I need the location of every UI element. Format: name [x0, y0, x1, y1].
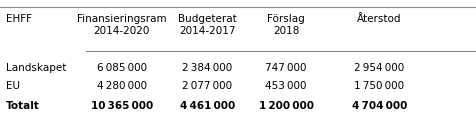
Text: EU: EU	[6, 81, 20, 90]
Text: Budgeterat
2014-2017: Budgeterat 2014-2017	[178, 14, 237, 36]
Text: 4 461 000: 4 461 000	[179, 100, 235, 110]
Text: 2 077 000: 2 077 000	[182, 81, 232, 90]
Text: Totalt: Totalt	[6, 100, 40, 110]
Text: Landskapet: Landskapet	[6, 62, 66, 72]
Text: 10 365 000: 10 365 000	[90, 100, 152, 110]
Text: 1 750 000: 1 750 000	[353, 81, 404, 90]
Text: 6 085 000: 6 085 000	[96, 62, 147, 72]
Text: 4 704 000: 4 704 000	[351, 100, 406, 110]
Text: 2 954 000: 2 954 000	[353, 62, 404, 72]
Text: 4 280 000: 4 280 000	[96, 81, 147, 90]
Text: Återstod: Återstod	[356, 14, 401, 24]
Text: Förslag
2018: Förslag 2018	[267, 14, 305, 36]
Text: 1 200 000: 1 200 000	[258, 100, 313, 110]
Text: EHFF: EHFF	[6, 14, 32, 24]
Text: 2 384 000: 2 384 000	[182, 62, 232, 72]
Text: Finansieringsram
2014-2020: Finansieringsram 2014-2020	[77, 14, 166, 36]
Text: 453 000: 453 000	[265, 81, 307, 90]
Text: 747 000: 747 000	[265, 62, 307, 72]
